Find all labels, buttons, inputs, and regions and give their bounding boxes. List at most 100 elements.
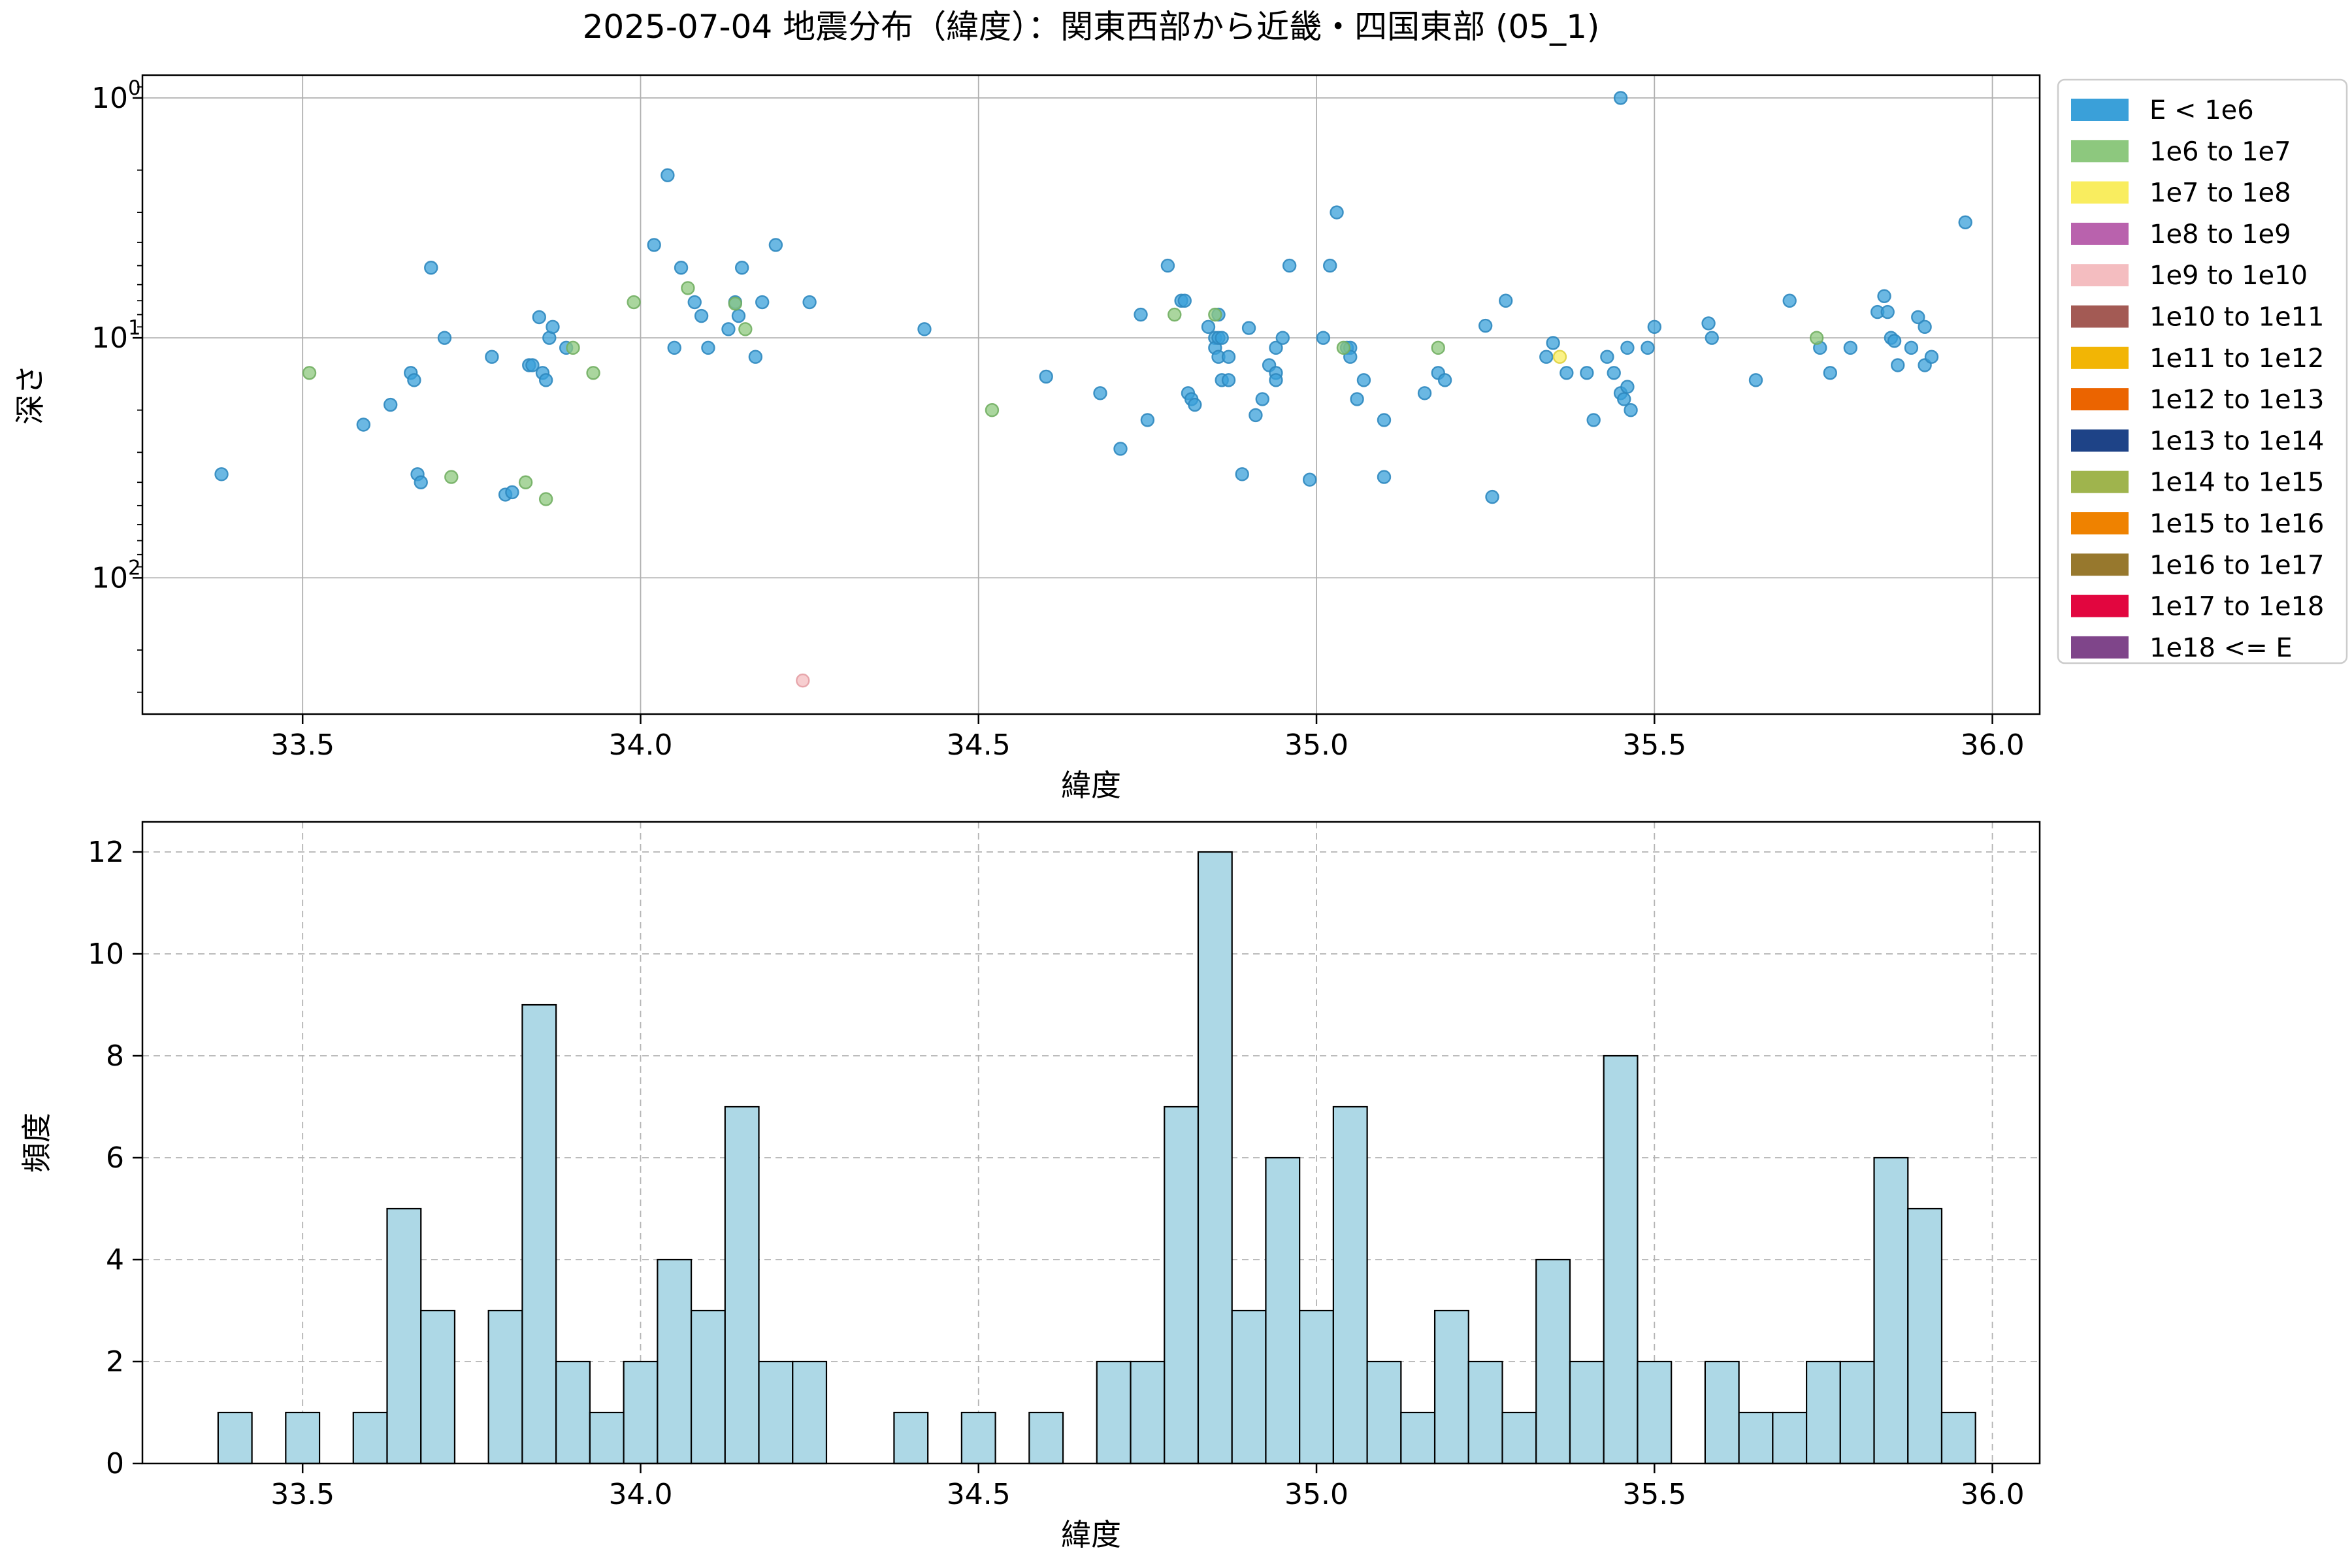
scatter-point <box>1748 373 1763 387</box>
legend-swatch <box>2071 181 2129 204</box>
scatter-point <box>1269 373 1283 387</box>
scatter-point <box>1918 319 1932 335</box>
scatter-point <box>1891 358 1905 372</box>
scatter-point <box>546 319 560 335</box>
histogram-bar <box>690 1309 726 1465</box>
legend-label: 1e8 to 1e9 <box>2149 220 2291 250</box>
x-tick-label: 36.0 <box>1961 728 2025 762</box>
legend-item: 1e12 to 1e13 <box>2071 385 2325 415</box>
scatter-point <box>1093 386 1107 400</box>
legend-swatch <box>2071 346 2129 369</box>
scatter-point <box>414 475 428 489</box>
scatter-point <box>586 366 600 380</box>
scatter-point <box>383 397 398 412</box>
scatter-series <box>302 281 1824 506</box>
histogram-bar <box>521 1004 557 1465</box>
legend-item: E < 1e6 <box>2071 95 2254 125</box>
scatter-point <box>1701 316 1716 331</box>
scatter-point <box>1201 319 1216 335</box>
histogram-bar <box>623 1360 659 1465</box>
y-tick-label: 8 <box>106 1039 124 1073</box>
scatter-point <box>518 475 533 489</box>
scatter-point <box>356 417 370 432</box>
legend-item: 1e9 to 1e10 <box>2071 261 2308 291</box>
x-tick-label: 34.0 <box>608 1478 672 1511</box>
histogram-bar <box>386 1207 422 1465</box>
legend-item: 1e14 to 1e15 <box>2071 468 2325 498</box>
histogram-bar <box>1772 1411 1808 1465</box>
legend-label: 1e14 to 1e15 <box>2149 468 2325 498</box>
scatter-point <box>566 340 580 355</box>
scatter-point <box>1958 215 1972 230</box>
legend-swatch <box>2071 140 2129 163</box>
x-tick-label: 36.0 <box>1961 1478 2025 1511</box>
histogram-bar <box>589 1411 625 1465</box>
scatter-point <box>1302 472 1317 487</box>
scatter-point <box>1275 331 1290 345</box>
legend-item: 1e11 to 1e12 <box>2071 344 2325 374</box>
legend-swatch <box>2071 264 2129 287</box>
scatter-point <box>647 238 661 252</box>
scatter-point <box>1241 321 1256 335</box>
scatter-point <box>1160 258 1175 273</box>
scatter-point <box>1647 319 1662 335</box>
scatter-point <box>1809 331 1824 345</box>
legend-label: 1e17 to 1e18 <box>2149 592 2325 622</box>
legend-label: 1e13 to 1e14 <box>2149 426 2325 456</box>
y-tick-label: 102 <box>91 556 141 595</box>
legend-item: 1e18 <= E <box>2071 633 2293 663</box>
x-tick-label: 33.5 <box>270 1478 335 1511</box>
axes-spine <box>141 74 2041 715</box>
legend-item: 1e8 to 1e9 <box>2071 220 2291 250</box>
scatter-point <box>424 261 438 275</box>
histogram-bar <box>1467 1360 1503 1465</box>
histogram-bar <box>1535 1258 1571 1465</box>
scatter-point <box>1168 307 1182 322</box>
scatter-point <box>1417 386 1432 400</box>
y-tick-label: 0 <box>106 1447 124 1480</box>
scatter-point <box>1904 340 1919 355</box>
scatter-point <box>985 402 1000 417</box>
histogram-bar <box>1332 1105 1368 1465</box>
x-tick-label: 35.5 <box>1622 1478 1686 1511</box>
scatter-point <box>1560 366 1574 380</box>
histogram-bar <box>1704 1360 1740 1465</box>
scatter-point <box>1431 340 1445 355</box>
scatter-point <box>1478 318 1493 333</box>
y-tick-label: 2 <box>106 1345 124 1379</box>
legend: E < 1e6 1e6 to 1e7 1e7 to 1e8 1e8 to 1e9 1e9… <box>2057 78 2348 664</box>
scatter-series <box>796 673 810 688</box>
histogram-bar <box>960 1411 996 1465</box>
histogram-bar <box>1231 1309 1267 1465</box>
scatter-point <box>1782 293 1797 308</box>
scatter-point <box>532 310 546 325</box>
histogram-bar <box>217 1411 253 1465</box>
legend-label: E < 1e6 <box>2149 95 2254 125</box>
y-axis-label: 深さ <box>12 365 48 425</box>
scatter-point <box>1586 413 1601 427</box>
scatter-point <box>796 673 810 688</box>
legend-swatch <box>2071 222 2129 245</box>
scatter-point <box>1580 366 1594 380</box>
x-tick-label: 34.0 <box>608 728 672 762</box>
scatter-point <box>1552 350 1567 364</box>
scatter-point <box>1249 408 1263 423</box>
scatter-point <box>538 492 553 506</box>
scatter-point <box>1255 392 1269 406</box>
scatter-point <box>1499 293 1513 308</box>
scatter-series <box>214 91 1972 504</box>
scatter-point <box>681 281 695 295</box>
histogram-bar <box>1940 1411 1976 1465</box>
x-tick-label: 35.0 <box>1284 728 1348 762</box>
scatter-point <box>738 322 753 336</box>
scatter-point <box>437 331 452 345</box>
scatter-point <box>1887 334 1902 348</box>
scatter-point <box>1221 350 1236 364</box>
legend-label: 1e11 to 1e12 <box>2149 344 2325 374</box>
histogram-bar <box>487 1309 523 1465</box>
histogram-bar <box>1366 1360 1402 1465</box>
histogram-bar <box>420 1309 456 1465</box>
scatter-point <box>1208 307 1222 322</box>
scatter-point <box>505 485 519 500</box>
scatter-point <box>525 358 540 372</box>
